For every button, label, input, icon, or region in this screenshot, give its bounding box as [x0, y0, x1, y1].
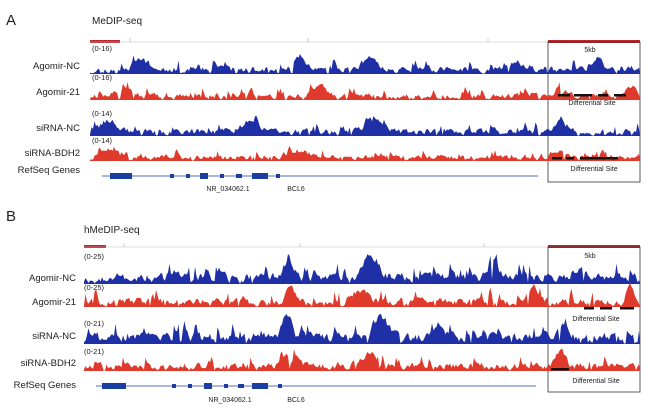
panel-a-gene-exons — [110, 173, 280, 179]
coverage-track-agomir-21 — [90, 82, 640, 100]
panel-b-scale-label: 5kb — [584, 253, 595, 260]
panel-a-differential-site-label-2: Differential Site — [570, 166, 617, 173]
panel-b-differential-site-label-2: Differential Site — [572, 378, 619, 385]
panel-a-track-label: siRNA-NC — [36, 123, 80, 134]
panel-a-differential-site-label: Differential Site — [568, 100, 615, 107]
panel-b-dmr-marks-2 — [551, 368, 569, 371]
panel-b-gene-exons — [102, 383, 282, 389]
panel-a-dmr-marks-1 — [558, 94, 626, 97]
panel-a-gene-name: BCL6 — [287, 186, 305, 193]
panel-b-scale-bar-right — [548, 245, 640, 248]
panel-b-track-label: siRNA-NC — [32, 331, 76, 342]
panel-a-gene-track-label: RefSeq Genes — [18, 165, 81, 176]
panel-b-gene-track-label: RefSeq Genes — [14, 380, 77, 391]
panel-b-differential-site-label: Differential Site — [572, 316, 619, 323]
panel-b-gene-name: NR_034062.1 — [208, 397, 251, 404]
panel-a-track-label: Agomir-21 — [36, 87, 80, 98]
panel-a-track-label: siRNA-BDH2 — [25, 148, 80, 159]
panel-a-range-label: (0-14) — [92, 136, 113, 145]
panel-a-zoom-box — [547, 41, 641, 183]
panel-a-scale-bar-right — [548, 40, 640, 43]
panel-b-track-label: siRNA-BDH2 — [21, 358, 76, 369]
panel-b-track-label: Agomir-NC — [29, 273, 76, 284]
panel-b-range-label: (0-25) — [84, 252, 105, 261]
panel-a-track-label: Agomir-NC — [33, 61, 80, 72]
panel-b-gene-name: BCL6 — [287, 397, 305, 404]
panel-a-letter: A — [6, 12, 16, 29]
panel-a-gene-name: NR_034062.1 — [206, 186, 249, 193]
panel-b-zoom-box — [547, 246, 641, 393]
panel-a-range-label: (0-14) — [92, 109, 113, 118]
panel-b-range-label: (0-25) — [84, 283, 105, 292]
panel-a-scale-label: 5kb — [584, 47, 595, 54]
panel-a-dmr-marks-2 — [552, 157, 618, 160]
panel-a-range-label: (0-16) — [92, 73, 113, 82]
panel-b-dmr-marks-1 — [584, 307, 634, 310]
panel-b-letter: B — [6, 208, 16, 225]
panel-a-scale-bar-left — [90, 40, 120, 43]
panel-a: A MeDIP-seq 5kb Agomir-NC Agomir-21 siRN… — [6, 12, 641, 193]
coverage-track-sirna-nc — [90, 116, 640, 136]
coverage-track-agomir-21 — [84, 283, 640, 307]
panel-b-title: hMeDIP-seq — [84, 225, 140, 236]
panel-b: B hMeDIP-seq 5kb Agomir-NC Agomir-21 siR… — [6, 208, 641, 404]
panel-a-range-label: (0-16) — [92, 44, 113, 53]
panel-b-range-label: (0-21) — [84, 319, 105, 328]
coverage-track-sirna-nc — [84, 314, 640, 344]
panel-b-scale-bar-left — [84, 245, 106, 248]
coverage-track-agomir-nc — [90, 54, 640, 74]
panel-b-track-label: Agomir-21 — [32, 297, 76, 308]
panel-b-range-label: (0-21) — [84, 347, 105, 356]
coverage-track-sirna-bdh2 — [84, 349, 640, 371]
coverage-track-agomir-nc — [84, 254, 640, 284]
panel-a-title: MeDIP-seq — [92, 16, 142, 27]
